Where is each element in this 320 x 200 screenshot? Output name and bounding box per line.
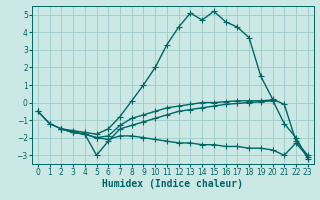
X-axis label: Humidex (Indice chaleur): Humidex (Indice chaleur) (102, 179, 243, 189)
